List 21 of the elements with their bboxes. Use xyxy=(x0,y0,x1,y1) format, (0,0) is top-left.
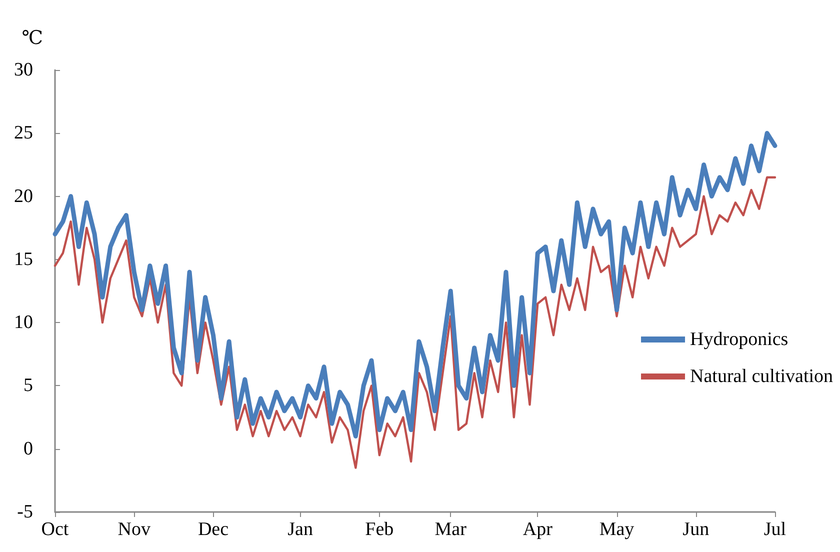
y-tick-label: 15 xyxy=(14,248,33,270)
x-tick-label: Dec xyxy=(198,519,229,540)
y-axis-title: ℃ xyxy=(22,28,43,49)
x-tick-label: Oct xyxy=(41,519,70,540)
x-tick-label: Mar xyxy=(434,519,468,540)
y-tick-label: 30 xyxy=(14,60,33,80)
x-tick-label: Apr xyxy=(522,519,554,540)
x-tick-label: May xyxy=(599,519,635,540)
x-tick-label: Nov xyxy=(118,519,151,540)
y-tick-label: 0 xyxy=(24,438,33,460)
y-tick-label: 25 xyxy=(14,122,33,144)
legend-label: Hydroponics xyxy=(690,329,788,350)
y-tick-label: 5 xyxy=(24,375,33,396)
x-tick-label: Feb xyxy=(365,519,394,540)
y-tick-label: -5 xyxy=(17,502,33,522)
y-tick-label: 20 xyxy=(14,186,33,207)
x-tick-label: Jan xyxy=(288,519,314,540)
legend-label: Natural cultivation xyxy=(690,366,834,387)
x-tick-label: Jun xyxy=(682,519,710,540)
x-tick-label: Jul xyxy=(764,519,786,540)
y-tick-label: 10 xyxy=(14,312,33,334)
